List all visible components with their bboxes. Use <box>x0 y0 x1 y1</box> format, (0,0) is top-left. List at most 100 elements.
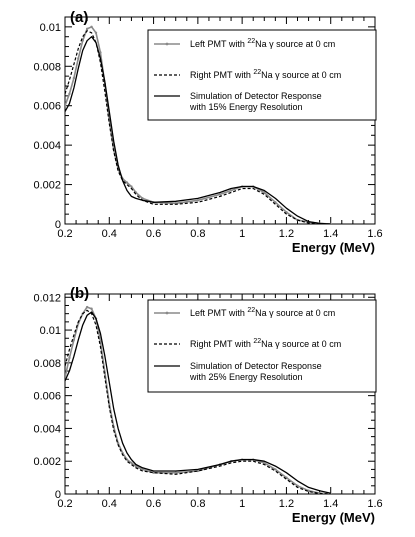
x-tick-label: 0.6 <box>146 228 161 240</box>
series-simulation-line <box>65 311 331 494</box>
series-group <box>65 25 332 224</box>
series-left-pmt-point <box>125 181 129 184</box>
y-tick-label: 0.006 <box>33 391 61 403</box>
x-tick-label: 0.4 <box>102 498 117 510</box>
series-left-pmt-point <box>152 471 155 474</box>
legend-swatch-marker <box>165 42 169 46</box>
legend: Left PMT with 22Na γ source at 0 cmRight… <box>147 299 377 393</box>
x-tick-label: 0.2 <box>57 498 72 510</box>
legend-text-part: Na γ source at 0 cm <box>255 308 335 318</box>
y-tick-label: 0.006 <box>33 101 61 113</box>
series-left-pmt-point <box>116 441 120 445</box>
x-tick-label: 1.6 <box>367 498 382 510</box>
x-tick-label: 1.2 <box>279 498 294 510</box>
legend-superscript: 22 <box>253 338 261 345</box>
panel-label: (a) <box>70 9 88 26</box>
y-tick-label: 0.01 <box>40 22 61 34</box>
legend-text-part: Na γ source at 0 cm <box>261 70 341 80</box>
series-left-pmt-point <box>307 489 310 492</box>
series-left-pmt-point <box>134 464 138 468</box>
x-tick-label: 1.4 <box>323 228 338 240</box>
series-simulation-line <box>65 36 331 224</box>
legend-box <box>147 299 377 393</box>
series-left-pmt-point <box>218 193 222 196</box>
series-left-pmt-point <box>81 39 84 42</box>
series-left-pmt-point <box>125 458 129 461</box>
legend-box <box>147 29 377 121</box>
series-left-pmt-point <box>90 25 93 29</box>
y-tick-label: 0.004 <box>33 423 61 435</box>
y-tick-label: 0.008 <box>33 61 61 73</box>
y-tick-label: 0.002 <box>33 180 61 192</box>
legend-entry-label: Left PMT with 22Na γ source at 0 cm <box>190 307 335 318</box>
legend-text-part: Left PMT with <box>190 308 247 318</box>
series-right-pmt-line <box>65 309 331 494</box>
legend-entry-label: Simulation of Detector Response <box>190 361 322 371</box>
legend-entry-label: Right PMT with 22Na γ source at 0 cm <box>190 338 341 349</box>
x-tick-label: 0.8 <box>190 228 205 240</box>
series-left-pmt-point <box>65 104 67 107</box>
series-left-pmt-point <box>263 191 266 194</box>
panel-label: (b) <box>70 285 89 302</box>
chart-panel-a: 0.2 0.4 0.6 0.8 1 1.2 1.4 1.6 0 0.002 0.004 0.006 0.… <box>33 9 382 255</box>
series-left-pmt-point <box>130 461 133 465</box>
x-tick-label: 0.4 <box>102 228 117 240</box>
series-left-pmt-point <box>141 468 144 471</box>
series-left-pmt-point <box>90 307 93 310</box>
series-left-pmt-point <box>77 57 80 60</box>
series-left-pmt-point <box>99 51 102 54</box>
x-tick-label: 1 <box>239 498 245 510</box>
legend-entry-label-line2: with 15% Energy Resolution <box>189 102 303 112</box>
series-left-pmt-point <box>72 338 76 342</box>
legend-superscript: 22 <box>253 69 261 76</box>
legend-text-part: Na γ source at 0 cm <box>261 339 341 349</box>
series-left-pmt-point <box>274 468 277 471</box>
legend-text-part: Simulation of Detector Response <box>190 91 322 101</box>
series-left-pmt-point <box>85 27 89 31</box>
legend-entry-label-line2: with 25% Energy Resolution <box>189 372 303 382</box>
x-tick-label: 1 <box>239 228 245 240</box>
legend-entry-label: Left PMT with 22Na γ source at 0 cm <box>190 38 335 49</box>
y-tick-label: 0.008 <box>33 358 61 370</box>
legend-text-part: Left PMT with <box>190 39 247 49</box>
y-tick-label: 0 <box>55 489 61 501</box>
legend-text-part: Right PMT with <box>190 70 253 80</box>
x-tick-label: 0.2 <box>57 228 72 240</box>
x-tick-label: 1.2 <box>279 228 294 240</box>
legend-text-part: Right PMT with <box>190 339 253 349</box>
y-tick-label: 0 <box>55 219 61 231</box>
legend-text-part: Simulation of Detector Response <box>190 361 322 371</box>
x-tick-label: 0.8 <box>190 498 205 510</box>
y-tick-label: 0.01 <box>40 325 61 337</box>
series-left-pmt-point <box>174 471 177 474</box>
series-group <box>65 305 332 494</box>
series-left-pmt-point <box>130 185 133 188</box>
x-tick-label: 1.4 <box>323 498 338 510</box>
series-left-pmt-point <box>85 305 89 309</box>
series-left-pmt-point <box>274 201 277 204</box>
series-left-pmt-point <box>196 199 200 202</box>
legend-swatch-marker <box>165 311 169 315</box>
series-left-pmt-point <box>68 92 71 96</box>
series-right-pmt-line <box>65 30 331 224</box>
legend-superscript: 22 <box>247 38 255 45</box>
y-tick-label: 0.002 <box>33 456 61 468</box>
legend-text-part: Na γ source at 0 cm <box>255 39 335 49</box>
y-tick-label: 0.004 <box>33 140 61 152</box>
series-left-pmt-point <box>229 189 233 192</box>
legend: Left PMT with 22Na γ source at 0 cmRight… <box>147 29 377 121</box>
series-left-pmt-point <box>72 76 76 80</box>
x-axis-title: Energy (MeV) <box>292 240 375 255</box>
legend-entry-label: Right PMT with 22Na γ source at 0 cm <box>190 69 341 80</box>
series-left-pmt-point <box>68 356 71 360</box>
legend-entry-label: Simulation of Detector Response <box>190 91 322 101</box>
chart-panel-b: 0.2 0.4 0.6 0.8 1 1.2 1.4 1.6 0 0.002 0.004 0.006 0.… <box>33 285 382 525</box>
series-left-pmt-point <box>94 31 98 34</box>
series-left-pmt-point <box>263 461 266 465</box>
y-tick-label: 0.012 <box>33 292 61 304</box>
x-tick-label: 1.6 <box>367 228 382 240</box>
series-left-pmt-point <box>285 210 288 214</box>
legend-superscript: 22 <box>247 307 255 314</box>
x-tick-label: 0.6 <box>146 498 161 510</box>
